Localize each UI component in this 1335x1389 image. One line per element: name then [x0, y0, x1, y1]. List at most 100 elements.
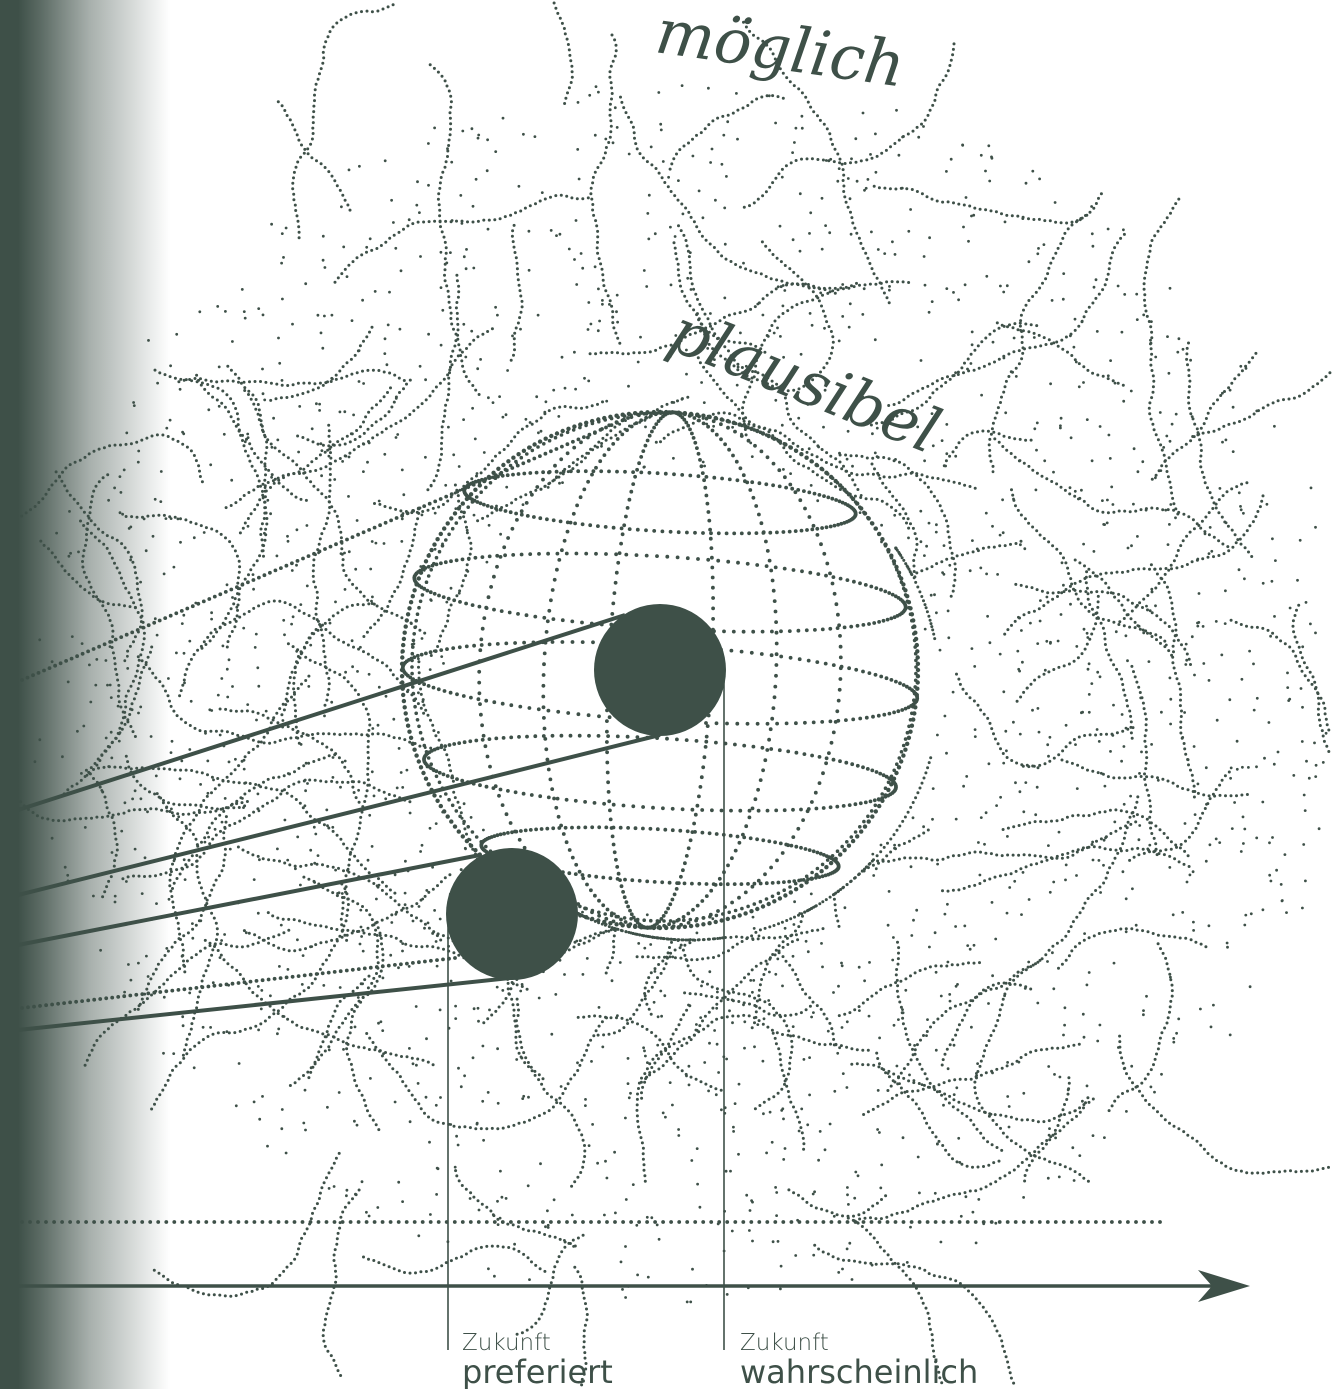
scatter-dot: [1159, 618, 1163, 622]
scatter-dot: [758, 1104, 762, 1107]
scatter-dot: [342, 924, 346, 928]
scatter-dot: [608, 102, 612, 106]
scatter-dot: [161, 1088, 165, 1092]
scatter-dot: [360, 1093, 364, 1097]
scatter-dot: [830, 1027, 834, 1031]
scatter-dot: [643, 992, 647, 995]
scatter-dot: [193, 1044, 197, 1048]
scatter-dot: [316, 628, 320, 632]
scatter-dot: [1099, 621, 1103, 625]
scatter-dot: [226, 612, 230, 615]
scatter-dot: [283, 861, 287, 865]
scatter-dot: [237, 764, 241, 768]
scatter-dot: [155, 792, 159, 796]
scatter-dot: [885, 296, 889, 300]
scatter-dot: [517, 1051, 521, 1055]
scatter-dot: [635, 1097, 639, 1101]
scatter-dot: [911, 129, 915, 133]
scatter-dot: [1292, 630, 1296, 634]
scatter-dot: [447, 89, 451, 93]
scatter-dot: [723, 345, 727, 349]
scatter-dot: [319, 779, 323, 783]
scatter-dot: [1003, 632, 1007, 636]
scatter-dot: [341, 558, 345, 562]
scatter-dot: [459, 868, 463, 872]
scatter-dot: [1059, 1113, 1063, 1117]
scatter-dot: [405, 382, 408, 386]
scatter-dot: [1199, 426, 1203, 430]
scatter-dot: [409, 944, 413, 948]
scatter-dot: [999, 1126, 1002, 1130]
scatter-dot: [761, 194, 765, 198]
scatter-dot: [601, 436, 605, 440]
scatter-dot: [135, 766, 139, 770]
scatter-dot: [261, 482, 265, 486]
scatter-dot: [326, 35, 330, 39]
scatter-dot: [956, 373, 960, 376]
scatter-dot: [816, 114, 819, 118]
scatter-dot: [701, 980, 705, 984]
scatter-dot: [770, 379, 774, 383]
scatter-dot: [742, 400, 746, 404]
scatter-dot: [177, 803, 181, 807]
scatter-dot: [79, 778, 83, 782]
scatter-dot: [453, 358, 457, 362]
scatter-dot: [173, 940, 177, 944]
scatter-dot: [928, 1085, 931, 1089]
scatter-dot: [879, 1217, 883, 1221]
scatter-dot: [559, 1101, 563, 1105]
scatter-dot: [805, 1200, 809, 1204]
scatter-dot: [135, 576, 139, 580]
scatter-dot: [136, 687, 140, 691]
scatter-dot: [285, 396, 289, 399]
scatter-dot: [828, 286, 832, 290]
scatter-dot: [898, 473, 902, 477]
scatter-dot: [1013, 619, 1017, 623]
scatter-dot: [357, 929, 361, 933]
scatter-dot: [342, 676, 346, 680]
scatter-dot: [773, 57, 777, 61]
scatter-dot: [247, 751, 251, 755]
scatter-dot: [89, 766, 93, 770]
scatter-dot: [1226, 524, 1230, 528]
scatter-dot: [1206, 555, 1210, 559]
scatter-dot: [738, 416, 741, 420]
scatter-dot: [401, 570, 405, 573]
scatter-dot: [907, 1264, 911, 1268]
scatter-dot: [870, 267, 874, 271]
scatter-dot: [773, 1036, 777, 1040]
scatter-dot: [1185, 346, 1189, 350]
scatter-dot: [302, 875, 306, 879]
scatter-dot: [188, 803, 192, 807]
scatter-dot: [194, 953, 198, 957]
scatter-dot: [379, 613, 383, 617]
scatter-dot: [874, 1217, 878, 1221]
scatter-dot: [656, 976, 659, 980]
scatter-dot: [311, 1211, 314, 1215]
scatter-dot: [861, 1001, 865, 1005]
scatter-dot: [158, 985, 161, 989]
scatter-dot: [441, 1121, 445, 1125]
scatter-dot: [340, 547, 344, 551]
scatter-dot: [1122, 624, 1126, 628]
scatter-dot: [906, 394, 910, 398]
scatter-dot: [938, 504, 942, 508]
scatter-dot: [291, 187, 295, 191]
scatter-dot: [863, 1216, 867, 1220]
scatter-dot: [370, 918, 374, 922]
scatter-dot: [319, 467, 323, 471]
scatter-dot: [349, 1026, 353, 1029]
scatter-dot: [952, 1192, 956, 1196]
scatter-dot: [105, 546, 109, 550]
scatter-dot: [948, 546, 952, 550]
scatter-dot: [1064, 958, 1068, 962]
scatter-dot: [905, 1090, 909, 1093]
scatter-dot: [292, 687, 296, 691]
scatter-dot: [154, 967, 158, 971]
scatter-dot: [607, 929, 611, 933]
scatter-dot: [953, 573, 957, 577]
scatter-dot: [1121, 683, 1125, 686]
scatter-dot: [801, 988, 804, 991]
scatter-dot: [289, 1261, 293, 1265]
scatter-dot: [836, 288, 840, 292]
